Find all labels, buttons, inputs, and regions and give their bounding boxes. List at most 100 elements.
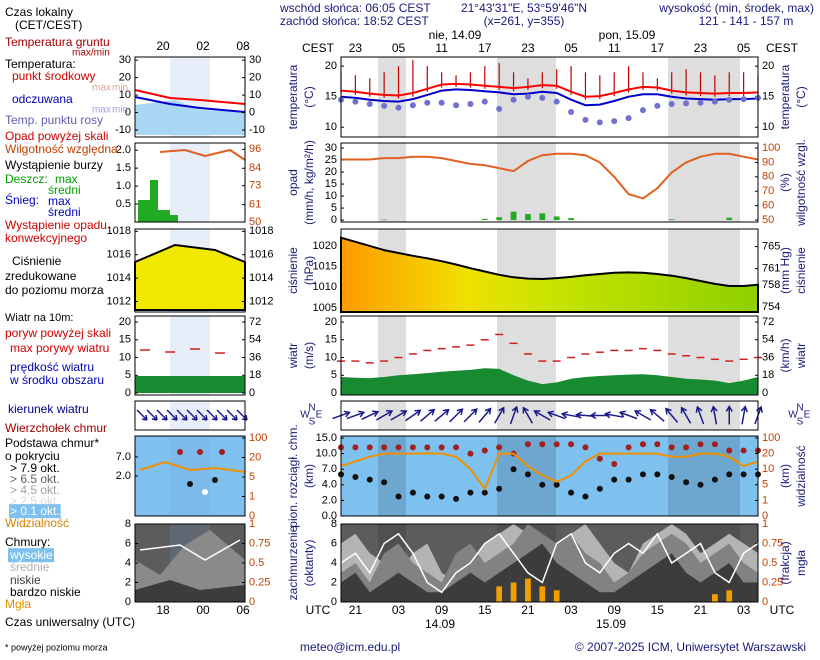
dot bbox=[639, 441, 646, 448]
dot bbox=[467, 101, 474, 108]
wind-arrow bbox=[725, 405, 733, 425]
tick-label: 15.0 bbox=[316, 432, 337, 444]
dot bbox=[539, 94, 546, 101]
date: 14.09 bbox=[425, 617, 455, 631]
axis-label: (%) bbox=[778, 173, 792, 192]
tick-label: 20 bbox=[762, 60, 774, 72]
legend-panel-frame bbox=[134, 400, 246, 431]
tick-label: 1.5 bbox=[116, 162, 131, 174]
cest-tick: 11 bbox=[608, 41, 621, 55]
tick-label: 15 bbox=[325, 178, 337, 190]
tick-label: 1 bbox=[762, 518, 768, 530]
time-zone: CEST bbox=[302, 41, 335, 55]
legend-sample bbox=[219, 449, 225, 455]
bar bbox=[510, 211, 517, 221]
utc-tick: 09 bbox=[608, 603, 622, 617]
tick-label: 73 bbox=[249, 180, 261, 192]
tick-label: 1 bbox=[762, 494, 768, 506]
dot bbox=[395, 493, 402, 500]
dot bbox=[481, 447, 488, 454]
legend-item: bardzo niskie bbox=[10, 585, 81, 599]
dot bbox=[596, 455, 603, 462]
tick-label: 54 bbox=[249, 334, 261, 346]
tick-label: 20 bbox=[325, 60, 337, 72]
tick-label: 0.0 bbox=[322, 510, 337, 522]
tick-label: 100 bbox=[762, 142, 780, 154]
tick-label: 0.25 bbox=[249, 576, 270, 588]
tick-label: 1014 bbox=[107, 272, 131, 284]
dot bbox=[409, 489, 416, 496]
dot bbox=[625, 115, 632, 122]
legend-panel-frame bbox=[134, 435, 246, 517]
tick-label: 30 bbox=[119, 54, 131, 66]
legend-item: Chmury: bbox=[5, 535, 50, 549]
panel-frame bbox=[340, 228, 759, 313]
tick-label: 5 bbox=[331, 202, 337, 214]
dot bbox=[711, 441, 718, 448]
tick-label: 758 bbox=[762, 279, 780, 291]
wind-arrow bbox=[633, 410, 652, 421]
footnote: * powyżej poziomu morza bbox=[5, 642, 108, 652]
dot bbox=[568, 489, 575, 496]
axis-label: temperatura bbox=[286, 64, 300, 129]
tick-label: 2 bbox=[331, 576, 337, 588]
panel-frame bbox=[340, 142, 759, 223]
tick-label: 5 bbox=[762, 479, 768, 491]
legend-panel-frame bbox=[134, 315, 246, 396]
dot bbox=[726, 447, 733, 454]
dot bbox=[683, 479, 690, 486]
legend-sample bbox=[166, 409, 178, 421]
tick-label: 1010 bbox=[313, 281, 337, 293]
dot bbox=[553, 98, 560, 105]
legend-sample bbox=[176, 409, 188, 421]
legend-time: 02 bbox=[196, 39, 210, 53]
legend-item: średni bbox=[48, 183, 81, 197]
tick-label: 1020 bbox=[313, 240, 337, 252]
compass-letter: E bbox=[804, 410, 811, 421]
wind-arrow bbox=[419, 408, 436, 422]
dot bbox=[568, 441, 575, 448]
dot bbox=[611, 476, 618, 483]
wind-arrow bbox=[390, 410, 408, 421]
legend-item: Temperatura gruntu bbox=[5, 35, 110, 49]
dot bbox=[453, 444, 460, 451]
compass-letter: W bbox=[788, 410, 798, 421]
dot bbox=[568, 108, 575, 115]
utc-tick: 03 bbox=[737, 603, 751, 617]
tick-label: 50 bbox=[249, 216, 261, 228]
time-zone: UTC bbox=[770, 603, 795, 617]
night-band bbox=[378, 401, 406, 430]
wind-arrow bbox=[509, 405, 519, 425]
tick-label: 20 bbox=[762, 448, 774, 460]
tick-label: 20 bbox=[325, 316, 337, 328]
dot bbox=[654, 441, 661, 448]
bar bbox=[496, 586, 503, 602]
bar bbox=[553, 216, 560, 221]
legend-sample bbox=[136, 409, 148, 421]
legend-item: o pokryciu bbox=[5, 449, 60, 463]
legend-item-bg bbox=[9, 504, 61, 519]
tick-label: 10 bbox=[762, 121, 774, 133]
legend-day-band bbox=[170, 436, 210, 516]
dot bbox=[740, 96, 747, 103]
dot bbox=[424, 99, 431, 106]
utc-tick: 21 bbox=[694, 603, 708, 617]
panel-frame bbox=[340, 400, 759, 431]
dot bbox=[740, 471, 747, 478]
night-band bbox=[668, 401, 740, 430]
legend-item: Wilgotność względna bbox=[5, 142, 118, 156]
tick-label: -10 bbox=[249, 124, 265, 136]
cest-tick: 23 bbox=[349, 41, 363, 55]
dot bbox=[654, 102, 661, 109]
legend-sample bbox=[139, 460, 246, 473]
tick-label: 0 bbox=[125, 106, 131, 118]
cest-tick: 11 bbox=[435, 41, 448, 55]
dot bbox=[711, 476, 718, 483]
legend-item: prędkość wiatru bbox=[10, 360, 94, 374]
dot bbox=[481, 489, 488, 496]
legend-item: max bbox=[55, 172, 78, 186]
axis-label: (hPa) bbox=[302, 256, 316, 285]
dot bbox=[438, 493, 445, 500]
legend-sample bbox=[186, 409, 198, 421]
